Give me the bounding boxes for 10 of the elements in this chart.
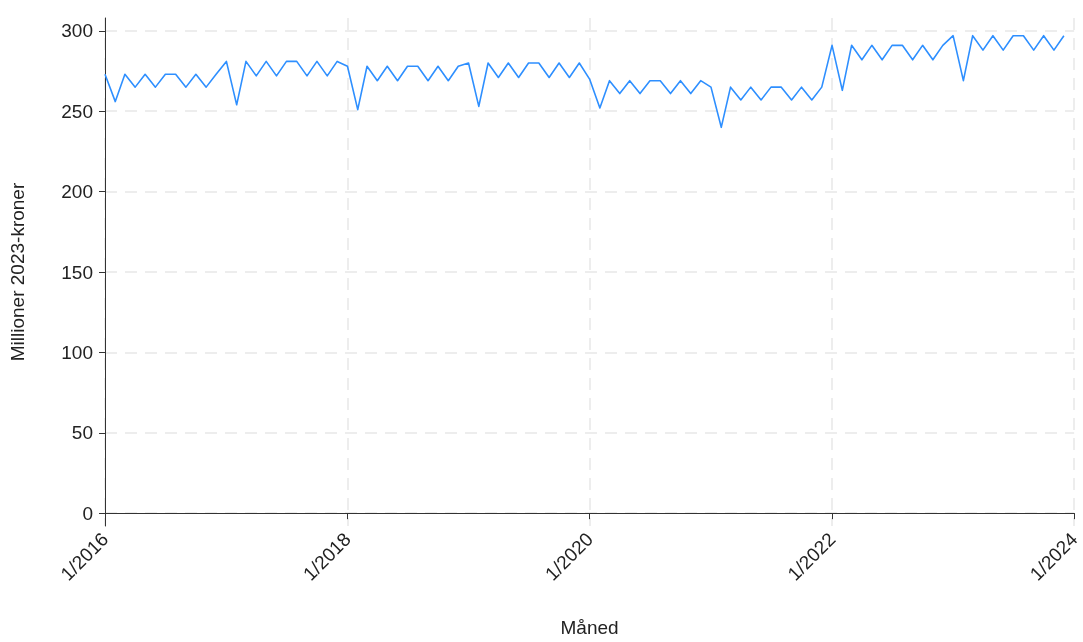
y-tick-label: 300 (61, 20, 93, 42)
y-tick-label: 0 (82, 502, 93, 524)
line-series (104, 34, 1065, 129)
y-tick-label: 200 (61, 181, 93, 203)
x-axis-title: Måned (560, 617, 619, 638)
y-tick-label: 250 (61, 100, 93, 122)
y-tick-label: 100 (61, 341, 93, 363)
y-tick-label: 50 (71, 422, 93, 444)
y-tick-label: 150 (61, 261, 93, 283)
y-axis-title: Millioner 2023-kroner (7, 182, 28, 362)
